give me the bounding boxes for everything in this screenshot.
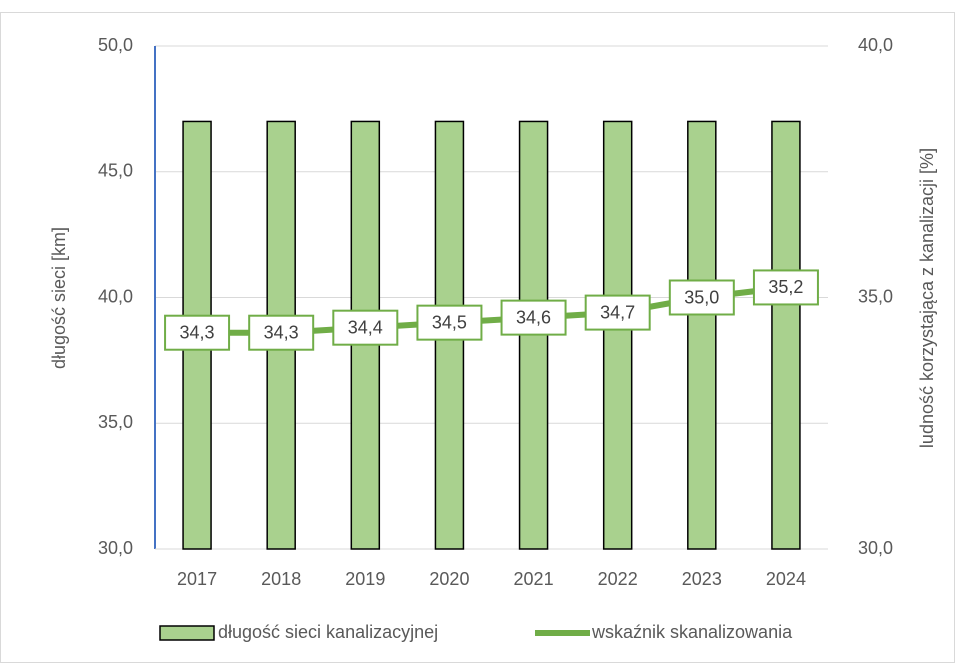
- data-label-box: [752, 269, 819, 306]
- y2-tick-label: 30,0: [858, 538, 893, 558]
- x-tick-label: 2017: [177, 569, 217, 589]
- data-label: 34,3: [180, 322, 215, 342]
- data-label-box: [668, 279, 735, 316]
- bar: [687, 120, 717, 550]
- data-label-box: [332, 309, 399, 346]
- data-label-box: [248, 314, 315, 351]
- y2-tick-label: 35,0: [858, 286, 893, 306]
- y-tick-label: 50,0: [98, 35, 133, 55]
- bar: [602, 120, 633, 550]
- data-label: 35,0: [684, 287, 719, 307]
- y-tick-label: 30,0: [98, 538, 133, 558]
- data-label-box: [416, 304, 483, 341]
- data-label: 35,2: [768, 277, 803, 297]
- data-label: 34,6: [516, 307, 551, 327]
- data-label-box: [584, 294, 651, 331]
- x-tick-label: 2023: [682, 569, 722, 589]
- data-label-box: [500, 299, 567, 336]
- data-label: 34,3: [264, 322, 299, 342]
- bar: [771, 120, 801, 550]
- x-tick-label: 2019: [345, 569, 385, 589]
- y-axis-label: długość sieci [km]: [49, 227, 69, 369]
- x-tick-label: 2022: [598, 569, 638, 589]
- y2-axis-label: ludność korzystająca z kanalizacji [%]: [917, 148, 937, 448]
- y-tick-label: 40,0: [98, 286, 133, 306]
- x-tick-label: 2021: [514, 569, 554, 589]
- legend-swatch: [159, 625, 215, 641]
- legend-label: długość sieci kanalizacyjnej: [218, 622, 438, 642]
- x-tick-label: 2020: [429, 569, 469, 589]
- data-label: 34,7: [600, 302, 635, 322]
- data-label: 34,4: [348, 317, 383, 337]
- data-label: 34,5: [432, 312, 467, 332]
- y-tick-label: 45,0: [98, 161, 133, 181]
- x-tick-label: 2024: [766, 569, 806, 589]
- legend-label: wskaźnik skanalizowania: [591, 622, 793, 642]
- x-tick-label: 2018: [261, 569, 301, 589]
- y-tick-label: 35,0: [98, 412, 133, 432]
- data-label-box: [164, 314, 231, 351]
- y2-tick-label: 40,0: [858, 35, 893, 55]
